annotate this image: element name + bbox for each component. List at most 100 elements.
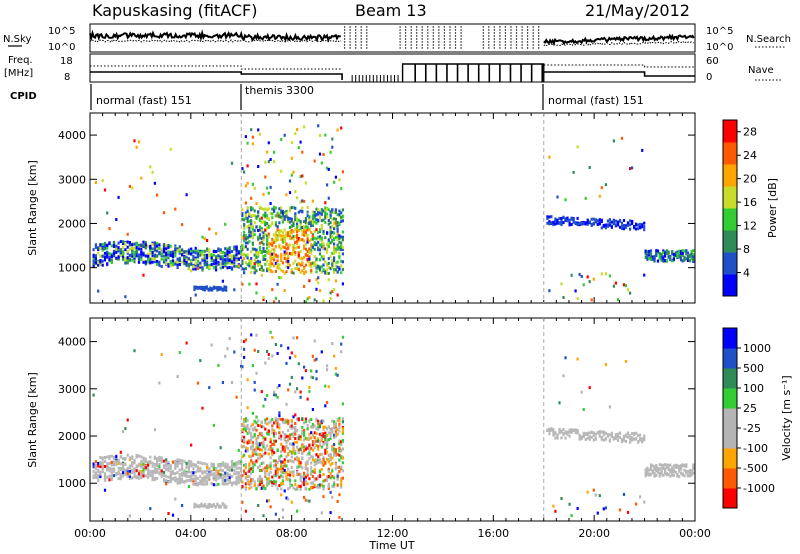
- data-cell: [153, 260, 156, 264]
- data-cell: [196, 476, 200, 480]
- data-cell: [258, 132, 262, 136]
- data-cell: [334, 453, 337, 457]
- data-cell: [140, 462, 143, 465]
- data-cell: [283, 464, 286, 468]
- data-cell: [656, 249, 660, 253]
- data-cell: [169, 264, 172, 268]
- data-cell: [646, 466, 649, 470]
- data-cell: [250, 262, 253, 266]
- data-cell: [336, 373, 339, 377]
- data-cell: [546, 221, 549, 225]
- data-cell: [266, 499, 269, 503]
- data-cell: [257, 350, 260, 353]
- data-cell: [212, 262, 215, 266]
- data-cell: [167, 244, 170, 247]
- data-cell: [326, 441, 329, 444]
- data-cell: [556, 436, 559, 440]
- power-xticks: [89, 113, 696, 303]
- data-cell: [340, 350, 343, 354]
- data-cell: [556, 221, 559, 225]
- data-cell: [318, 443, 322, 447]
- data-cell: [264, 257, 267, 261]
- data-cell: [140, 472, 143, 476]
- data-cell: [327, 208, 330, 212]
- data-cell: [338, 493, 341, 497]
- data-cell: [149, 474, 152, 477]
- data-cell: [264, 220, 267, 224]
- data-cell: [243, 420, 246, 424]
- data-cell: [253, 388, 256, 392]
- themis-dot: [427, 35, 429, 37]
- data-cell: [260, 462, 263, 465]
- data-cell: [331, 427, 334, 431]
- data-cell: [558, 221, 561, 225]
- data-cell: [294, 240, 297, 244]
- data-cell: [215, 470, 218, 474]
- data-cell: [262, 484, 265, 488]
- data-cell: [212, 266, 215, 270]
- data-cell: [167, 463, 170, 467]
- data-cell: [162, 464, 166, 468]
- data-cell: [306, 423, 309, 427]
- data-cell: [304, 486, 307, 490]
- data-cell: [297, 237, 300, 240]
- data-cell: [122, 471, 125, 475]
- data-cell: [112, 461, 116, 464]
- data-cell: [196, 266, 200, 270]
- data-cell: [658, 473, 661, 477]
- data-cell: [187, 461, 190, 465]
- data-cell: [241, 259, 244, 263]
- data-cell: [92, 462, 95, 466]
- data-cell: [124, 472, 127, 476]
- data-cell: [326, 272, 329, 275]
- data-cell: [274, 480, 277, 484]
- data-cell: [318, 133, 322, 137]
- data-cell: [257, 484, 260, 488]
- data-cell: [267, 191, 270, 195]
- data-cell: [153, 243, 156, 247]
- data-cell: [235, 471, 238, 475]
- data-cell: [604, 223, 607, 227]
- data-cell: [317, 427, 320, 431]
- data-cell: [618, 508, 622, 512]
- data-cell: [240, 462, 243, 466]
- data-cell: [294, 483, 297, 487]
- data-cell: [276, 214, 279, 218]
- data-cell: [554, 436, 557, 440]
- data-cell: [255, 253, 258, 257]
- data-cell: [250, 234, 253, 238]
- data-cell: [219, 255, 222, 259]
- data-cell: [241, 439, 244, 443]
- data-cell: [340, 248, 343, 252]
- data-cell: [658, 255, 661, 259]
- data-cell: [160, 353, 163, 356]
- data-cell: [273, 240, 276, 244]
- data-cell: [212, 423, 215, 427]
- themis-dot: [526, 44, 529, 46]
- data-cell: [320, 212, 323, 216]
- data-cell: [333, 443, 336, 446]
- data-cell: [278, 215, 281, 218]
- data-cell: [202, 504, 205, 508]
- data-cell: [262, 298, 265, 301]
- data-cell: [194, 477, 197, 481]
- data-cell: [318, 252, 322, 256]
- data-cell: [318, 215, 322, 219]
- data-cell: [269, 467, 272, 471]
- data-cell: [193, 502, 196, 506]
- data-cell: [174, 250, 177, 254]
- data-cell: [264, 486, 267, 490]
- data-cell: [560, 217, 563, 220]
- themis-dot: [404, 29, 407, 31]
- data-cell: [246, 441, 249, 445]
- data-cell: [308, 216, 311, 220]
- data-cell: [287, 234, 290, 237]
- data-cell: [99, 461, 102, 464]
- data-cell: [292, 470, 295, 474]
- data-cell: [165, 251, 168, 255]
- data-cell: [226, 247, 229, 251]
- data-cell: [92, 257, 95, 261]
- data-cell: [243, 239, 246, 243]
- data-cell: [317, 246, 320, 250]
- data-cell: [662, 251, 665, 255]
